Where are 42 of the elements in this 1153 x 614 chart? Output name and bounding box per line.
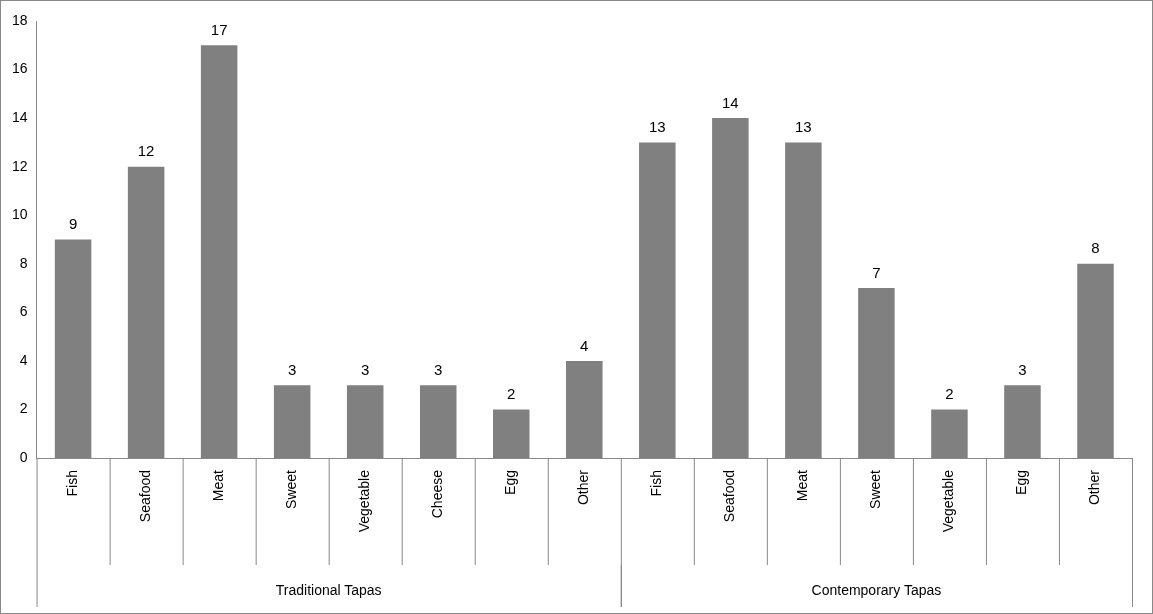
y-tick-label: 4: [19, 351, 28, 368]
data-label: 2: [507, 385, 516, 403]
data-label: 2: [945, 385, 954, 403]
y-tick-label: 2: [19, 400, 28, 417]
y-tick-label: 16: [11, 60, 28, 77]
data-label: 8: [1091, 239, 1100, 257]
x-tick-label: Meat: [794, 469, 811, 502]
y-tick-label: 12: [11, 157, 28, 174]
x-tick-label: Egg: [502, 470, 519, 495]
y-tick-label: 8: [19, 254, 28, 271]
y-tick-label: 14: [11, 108, 28, 125]
text: Traditional Tapas: [275, 581, 382, 598]
data-label: 4: [580, 336, 589, 354]
x-tick-label: Meat: [210, 469, 226, 502]
data-label: 3: [434, 360, 443, 378]
data-label: 9: [68, 215, 78, 233]
x-tick-label: Egg: [1013, 470, 1030, 495]
data-label: 3: [361, 360, 370, 378]
y-tick-label: 0: [19, 448, 28, 465]
data-label: 3: [1018, 360, 1027, 378]
x-tick-label: Seafood: [721, 470, 738, 523]
data-label: 3: [288, 360, 297, 378]
x-tick-label: Vegetable: [356, 469, 373, 533]
x-tick-label: Seafood: [136, 470, 153, 523]
x-tick-label: Sweet: [283, 469, 300, 509]
y-tick-label: 18: [11, 11, 28, 28]
data-label: 17: [210, 20, 228, 38]
x-tick-label: Vegetable: [940, 469, 957, 533]
data-label: 14: [722, 93, 739, 111]
x-tick-label: Other: [575, 469, 592, 506]
data-label: 13: [648, 118, 666, 136]
y-tick-label: 6: [19, 303, 28, 320]
data-label: 13: [795, 118, 812, 136]
x-tick-label: Cheese: [429, 469, 446, 519]
x-tick-label: Fish: [63, 470, 80, 497]
data-label: 7: [872, 263, 881, 281]
data-label: 12: [137, 142, 155, 160]
text: Contemporary Tapas: [811, 581, 942, 598]
x-tick-label: Other: [1086, 469, 1103, 506]
x-tick-label: Sweet: [867, 469, 884, 509]
y-tick-label: 10: [11, 206, 28, 223]
x-tick-label: Fish: [648, 470, 665, 497]
